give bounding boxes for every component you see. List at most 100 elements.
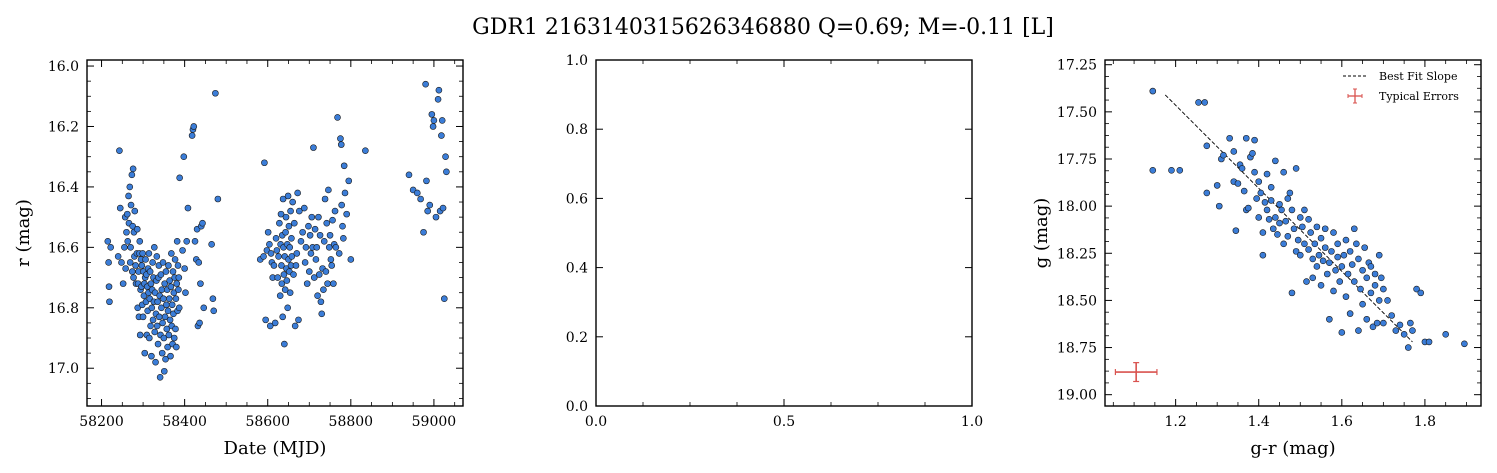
legend-label: Typical Errors	[1379, 90, 1459, 103]
data-point	[1253, 195, 1260, 202]
plot-frame	[595, 59, 973, 407]
data-point	[438, 132, 445, 139]
data-point	[210, 307, 218, 315]
data-point	[152, 358, 159, 366]
data-point	[1234, 180, 1242, 187]
data-point	[1371, 270, 1379, 278]
data-point	[124, 210, 131, 218]
data-point	[1371, 282, 1379, 289]
data-point	[1301, 206, 1308, 214]
data-point	[179, 247, 186, 254]
data-point	[1359, 266, 1366, 274]
data-point	[182, 289, 189, 296]
data-point	[1363, 315, 1371, 323]
data-point	[1369, 323, 1377, 331]
data-point	[114, 253, 122, 260]
data-point	[123, 228, 130, 236]
data-point	[1307, 229, 1314, 236]
y-tick-label: 0.8	[566, 122, 588, 138]
data-point	[318, 310, 326, 318]
data-point	[125, 192, 132, 200]
data-point	[151, 328, 159, 336]
data-point	[1257, 189, 1265, 197]
data-point	[1315, 251, 1323, 259]
data-point	[1263, 170, 1271, 178]
data-point	[1232, 227, 1240, 234]
data-point	[276, 219, 283, 227]
data-point	[1238, 165, 1246, 172]
x-tick-label: 1.2	[1164, 414, 1186, 430]
data-point	[1278, 206, 1285, 214]
data-point	[162, 355, 169, 363]
data-point	[161, 313, 169, 321]
data-point	[1313, 223, 1321, 231]
data-point	[146, 268, 154, 275]
x-tick-label: 1.4	[1248, 414, 1270, 430]
y-tick-label: 16.4	[48, 180, 79, 196]
data-point	[301, 259, 309, 266]
y-tick-label: 17.75	[1057, 152, 1097, 168]
data-point	[329, 216, 336, 224]
x-tick-label: 0.5	[773, 414, 795, 430]
data-point	[272, 234, 280, 242]
data-point	[1317, 234, 1325, 242]
data-point	[434, 95, 442, 103]
data-point	[1242, 134, 1250, 142]
data-point	[335, 250, 343, 257]
y-tick-label: 1.0	[566, 53, 588, 69]
data-point	[338, 201, 345, 209]
best-fit-line	[1164, 94, 1413, 343]
data-point	[1149, 167, 1157, 174]
data-point	[175, 304, 183, 312]
data-point	[279, 313, 286, 321]
data-point	[320, 286, 327, 293]
y-tick-label: 0.0	[566, 399, 588, 415]
data-point	[330, 280, 337, 287]
data-point	[212, 89, 219, 97]
data-point	[134, 304, 141, 312]
data-point	[1321, 225, 1329, 233]
data-point	[1230, 148, 1238, 155]
data-point	[324, 280, 331, 287]
data-point	[1292, 248, 1300, 255]
data-point	[1361, 244, 1368, 251]
data-point	[267, 250, 275, 257]
data-point	[1215, 202, 1223, 210]
data-point	[159, 259, 167, 266]
y-axis-label: g (mag)	[1031, 198, 1052, 269]
data-point	[208, 241, 215, 248]
data-point	[1168, 167, 1175, 174]
data-point	[166, 316, 174, 324]
data-point	[173, 343, 180, 351]
data-point	[1280, 168, 1287, 176]
y-tick-label: 0.6	[566, 191, 588, 207]
data-point	[325, 186, 332, 194]
y-tick-label: 16.8	[48, 301, 79, 317]
data-point	[1299, 223, 1306, 231]
y-tick-label: 17.0	[48, 361, 79, 377]
data-point	[1396, 321, 1404, 329]
data-point	[262, 316, 269, 324]
data-point	[266, 322, 274, 330]
data-point	[278, 262, 285, 269]
data-point	[164, 307, 172, 315]
data-point	[322, 268, 330, 275]
data-point	[429, 123, 437, 130]
data-point	[332, 244, 340, 251]
data-point	[1442, 331, 1449, 338]
data-point	[1326, 259, 1333, 266]
data-point	[1461, 340, 1468, 348]
data-point	[1276, 219, 1283, 227]
data-point	[184, 204, 192, 212]
data-point	[165, 295, 173, 303]
data-point	[278, 280, 286, 287]
data-point	[160, 295, 167, 303]
data-point	[139, 313, 147, 321]
data-point	[1342, 236, 1350, 244]
data-point	[167, 352, 174, 360]
data-point	[170, 289, 178, 296]
data-point	[1348, 261, 1356, 268]
data-point	[323, 219, 331, 227]
data-point	[1388, 312, 1395, 319]
data-point	[127, 244, 134, 251]
